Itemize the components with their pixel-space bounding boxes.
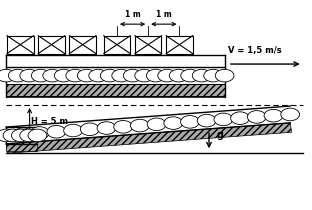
Bar bbox=[166, 36, 193, 54]
Circle shape bbox=[114, 121, 133, 133]
Circle shape bbox=[43, 69, 61, 82]
Circle shape bbox=[3, 129, 22, 142]
Text: V = 1,5 m/s: V = 1,5 m/s bbox=[228, 46, 281, 55]
Bar bbox=[135, 36, 162, 54]
Bar bbox=[69, 36, 96, 54]
Circle shape bbox=[20, 129, 38, 142]
Circle shape bbox=[97, 122, 116, 134]
Text: H = 5 m: H = 5 m bbox=[31, 117, 68, 126]
Circle shape bbox=[281, 108, 300, 121]
Circle shape bbox=[123, 69, 142, 82]
Polygon shape bbox=[6, 144, 37, 151]
Circle shape bbox=[130, 119, 149, 132]
Circle shape bbox=[30, 127, 49, 139]
Circle shape bbox=[181, 116, 199, 128]
Circle shape bbox=[112, 69, 130, 82]
Circle shape bbox=[54, 69, 73, 82]
Circle shape bbox=[192, 69, 211, 82]
Circle shape bbox=[169, 69, 188, 82]
Circle shape bbox=[158, 69, 177, 82]
Circle shape bbox=[147, 118, 166, 131]
Circle shape bbox=[264, 109, 283, 122]
Circle shape bbox=[164, 117, 183, 129]
Text: 1 m: 1 m bbox=[125, 10, 140, 19]
Circle shape bbox=[89, 69, 108, 82]
Text: g: g bbox=[217, 130, 224, 140]
Bar bbox=[7, 36, 34, 54]
Bar bbox=[6, 84, 225, 97]
Circle shape bbox=[66, 69, 85, 82]
Circle shape bbox=[231, 112, 249, 125]
Circle shape bbox=[80, 123, 99, 136]
Circle shape bbox=[0, 69, 16, 82]
Circle shape bbox=[20, 69, 39, 82]
Circle shape bbox=[214, 113, 233, 126]
Circle shape bbox=[204, 69, 222, 82]
Circle shape bbox=[247, 111, 266, 123]
Circle shape bbox=[14, 128, 32, 140]
Circle shape bbox=[77, 69, 96, 82]
Polygon shape bbox=[6, 123, 292, 153]
Circle shape bbox=[64, 124, 82, 137]
Circle shape bbox=[0, 129, 16, 142]
Circle shape bbox=[32, 69, 50, 82]
Circle shape bbox=[28, 129, 47, 142]
Circle shape bbox=[8, 69, 27, 82]
Circle shape bbox=[215, 69, 234, 82]
Bar bbox=[104, 36, 130, 54]
Circle shape bbox=[12, 129, 30, 142]
Circle shape bbox=[146, 69, 165, 82]
Circle shape bbox=[100, 69, 119, 82]
Bar bbox=[38, 36, 65, 54]
Circle shape bbox=[47, 125, 66, 138]
Circle shape bbox=[135, 69, 154, 82]
Text: 1 m: 1 m bbox=[156, 10, 172, 19]
Circle shape bbox=[181, 69, 199, 82]
Circle shape bbox=[197, 114, 216, 127]
